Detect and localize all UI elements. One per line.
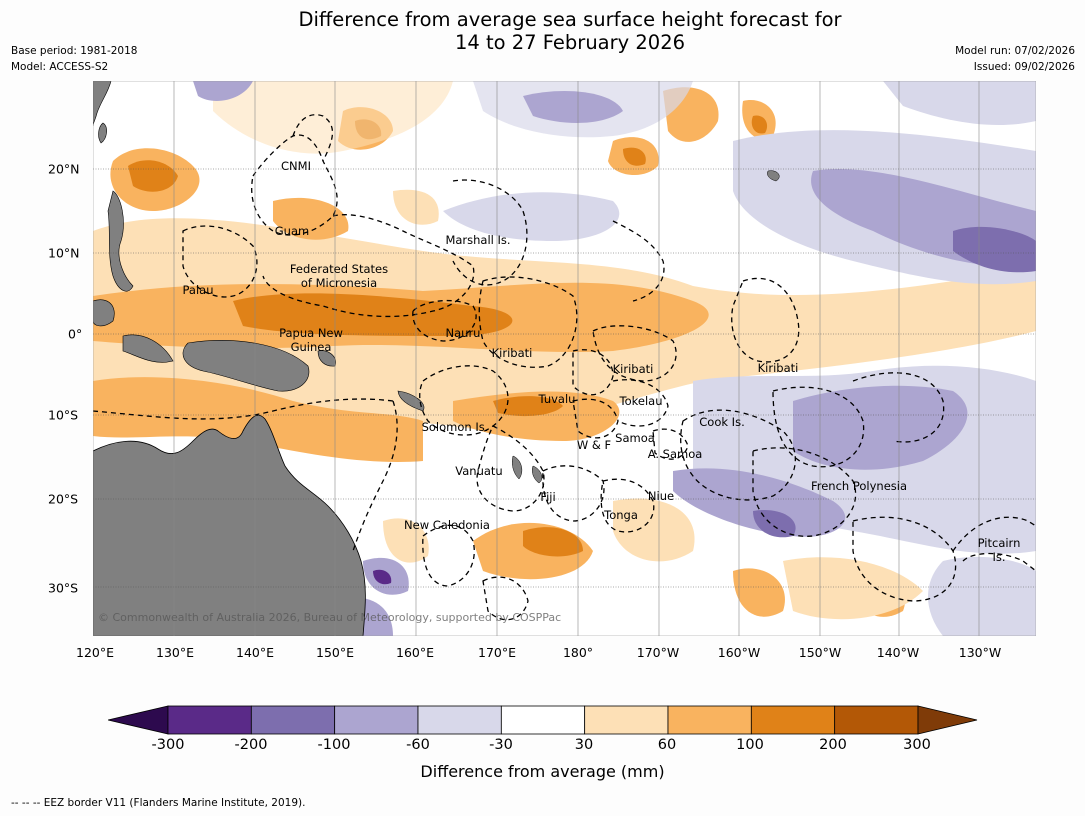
label-kiribati-central: Kiribati	[613, 362, 654, 376]
lon-label: 180°	[562, 645, 594, 660]
lat-label: 30°S	[48, 580, 79, 596]
lon-label: 160°W	[717, 645, 761, 660]
land-sulawesi	[122, 334, 174, 363]
label-kiribati-west: Kiribati	[492, 346, 533, 360]
lon-label: 170°E	[477, 645, 517, 660]
eez-footnote: -- -- -- EEZ border V11 (Flanders Marine…	[11, 797, 306, 809]
lon-label: 150°E	[315, 645, 355, 660]
colorbar-tick: -30	[489, 737, 513, 753]
land-fiji	[532, 465, 543, 484]
lon-label: 130°E	[155, 645, 195, 660]
colorbar-tick: 200	[819, 737, 847, 753]
label-vanuatu: Vanuatu	[455, 464, 502, 478]
colorbar-tick: -300	[151, 737, 185, 753]
title-line-2: 14 to 27 February 2026	[454, 31, 686, 54]
label-american-samoa: A. Samoa	[648, 447, 703, 461]
lon-label: 140°W	[876, 645, 920, 660]
title-line-1: Difference from average sea surface heig…	[298, 8, 842, 31]
colorbar	[108, 705, 978, 735]
colorbar-bin	[500, 705, 586, 735]
lon-label: 150°W	[798, 645, 842, 660]
lon-label: 130°W	[958, 645, 1002, 660]
label-solomon-islands: Solomon Is.	[422, 420, 489, 434]
graticule	[93, 168, 1036, 588]
lat-label: 0°	[68, 326, 83, 342]
meta-right: Model run: 07/02/2026 Issued: 09/02/2026	[955, 43, 1075, 75]
land-philippines	[107, 190, 134, 292]
colorbar-bin	[834, 705, 919, 735]
copyright-notice: © Commonwealth of Australia 2026, Bureau…	[98, 611, 561, 624]
colorbar-bins	[167, 705, 919, 735]
label-tokelau: Tokelau	[619, 394, 663, 408]
colorbar-tick: -200	[234, 737, 268, 753]
land-taiwan	[98, 122, 107, 144]
land-australia	[93, 414, 366, 636]
label-cook-islands: Cook Is.	[699, 415, 744, 429]
lon-label: 160°E	[395, 645, 435, 660]
land-new-guinea	[182, 340, 310, 392]
land-vanuatu	[512, 455, 523, 480]
colorbar-tick: -100	[317, 737, 351, 753]
meta-left: Base period: 1981-2018 Model: ACCESS-S2	[11, 43, 137, 75]
colorbar-bin	[334, 705, 419, 735]
label-tuvalu: Tuvalu	[538, 392, 576, 406]
colorbar-tick: -60	[406, 737, 430, 753]
label-french-polynesia: French Polynesia	[811, 479, 907, 493]
base-period: Base period: 1981-2018	[11, 45, 138, 57]
issued-date: Issued: 09/02/2026	[973, 61, 1075, 73]
chart-title: Difference from average sea surface heig…	[0, 8, 1085, 54]
label-fiji: Fiji	[540, 490, 555, 504]
meridians	[173, 81, 980, 636]
label-niue: Niue	[648, 489, 674, 503]
colorbar-tick: 30	[574, 737, 594, 753]
colorbar-over-arrow	[917, 705, 978, 735]
colorbar-bin	[167, 705, 252, 735]
label-kiribati-east: Kiribati	[758, 361, 799, 375]
lat-label: 10°N	[48, 245, 80, 261]
label-marshall-islands: Marshall Is.	[445, 233, 510, 247]
model-name: Model: ACCESS-S2	[11, 61, 109, 73]
lon-label: 170°W	[636, 645, 680, 660]
land-borneo	[93, 299, 115, 327]
label-guam: Guam	[275, 224, 309, 238]
colorbar-bin	[750, 705, 836, 735]
lat-label: 20°S	[48, 491, 79, 507]
label-pitcairn-line1: Pitcairn	[978, 536, 1021, 550]
label-fsm-line2: of Micronesia	[301, 276, 377, 290]
sea-level-map: CNMI Guam Marshall Is. Federated States …	[93, 81, 1036, 636]
eez-borders	[93, 114, 1036, 621]
colorbar-bin	[667, 705, 752, 735]
label-cnmi: CNMI	[281, 159, 311, 173]
land-hawaii	[767, 170, 780, 182]
label-pitcairn-line2: Is.	[992, 550, 1005, 564]
label-samoa: Samoa	[615, 431, 655, 445]
lat-label: 20°N	[48, 161, 80, 177]
label-nauru: Nauru	[446, 326, 481, 340]
label-new-caledonia: New Caledonia	[404, 518, 490, 532]
label-tonga: Tonga	[603, 508, 638, 522]
colorbar-tick: 300	[903, 737, 931, 753]
label-fsm-line1: Federated States	[290, 262, 388, 276]
label-png-line1: Papua New	[279, 326, 343, 340]
lon-label: 120°E	[75, 645, 115, 660]
colorbar-under-arrow	[108, 705, 169, 735]
colorbar-bin	[584, 705, 669, 735]
label-wallis-futuna: W & F	[577, 438, 611, 452]
colorbar-tick: 60	[657, 737, 677, 753]
colorbar-bin	[417, 705, 502, 735]
label-png-line2: Guinea	[291, 340, 332, 354]
colorbar-label: Difference from average (mm)	[420, 762, 665, 781]
lat-label: 10°S	[48, 407, 79, 423]
region-labels: CNMI Guam Marshall Is. Federated States …	[183, 159, 1021, 564]
lon-label: 140°E	[235, 645, 275, 660]
anomaly-field	[93, 81, 1036, 636]
label-palau: Palau	[183, 283, 214, 297]
colorbar-tick: 100	[736, 737, 764, 753]
colorbar-bin	[250, 705, 336, 735]
model-run: Model run: 07/02/2026	[955, 45, 1075, 57]
